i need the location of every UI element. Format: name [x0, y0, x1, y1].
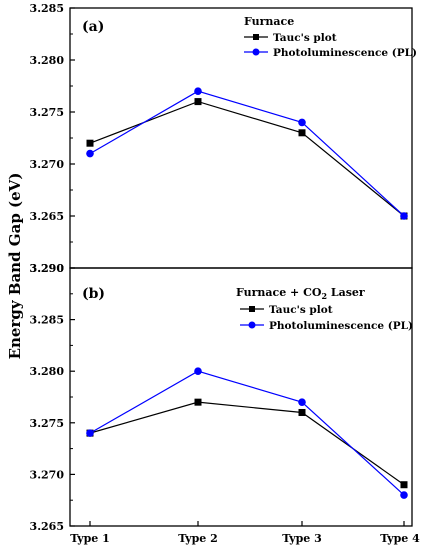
- panel-b-pl-point: [194, 367, 202, 376]
- panel-b-tauc-point: [194, 398, 202, 406]
- panel-a-series-line-1: [89, 90, 405, 217]
- panel-a-series: [86, 87, 408, 220]
- y-axis-label: Energy Band Gap (eV): [6, 173, 24, 360]
- panel-b-y-tick-label: 3.285: [30, 314, 64, 327]
- panel-b-legend-item-tauc: Tauc's plot: [240, 304, 333, 316]
- panel-b-y-tick-label: 3.280: [30, 365, 65, 378]
- panel-a-y-ticks: 3.285 3.280 3.275 3.270 3.265 3.290: [30, 2, 75, 275]
- panel-b-y-tick-label: 3.265: [30, 520, 64, 533]
- panel-b-legend-item-pl: Photoluminescence (PL): [240, 320, 413, 332]
- panel-b-pl-point: [298, 398, 306, 406]
- panel-b-pl-point: [86, 429, 94, 437]
- panel-a-tauc-point: [194, 98, 202, 106]
- panel-a: 3.285 3.280 3.275 3.270 3.265 3.290 (a) Furna…: [30, 2, 417, 275]
- panel-a-tauc-point: [86, 139, 94, 147]
- panel-a-y-tick-label: 3.290: [30, 262, 65, 275]
- panel-b-legend: Furnace + CO2 Laser Tauc's plot Photolum…: [236, 286, 413, 332]
- panel-a-legend-item-tauc: Tauc's plot: [244, 32, 337, 44]
- panel-b-x-tick-label: Type 3: [282, 532, 322, 545]
- panel-b-tauc-point: [298, 408, 306, 416]
- panel-b-series-line-1: [89, 370, 405, 496]
- panel-b-legend-label-pl: Photoluminescence (PL): [269, 320, 413, 332]
- panel-a-pl-point: [194, 87, 202, 95]
- panel-b-y-tick-label: 3.275: [30, 417, 64, 430]
- panel-a-pl-point: [298, 118, 306, 127]
- panel-b-tauc-point: [400, 481, 408, 489]
- panel-b-label: (b): [82, 286, 105, 302]
- panel-b-x-tick-label: Type 2: [178, 532, 218, 545]
- panel-b-y-ticks: 3.290 3.285 3.280 3.275 3.270 3.265: [30, 262, 75, 533]
- panel-b-x-ticks: Type 1 Type 2 Type 3 Type 4: [70, 521, 420, 545]
- panel-b-y-tick-label: 3.290: [30, 262, 65, 275]
- panel-b-series-line-0: [89, 401, 405, 486]
- panel-a-legend: Furnace Tauc's plot Photoluminescence (P…: [244, 15, 417, 59]
- panel-a-label: (a): [82, 19, 104, 35]
- panel-b-pl-point: [400, 491, 408, 499]
- panel-a-legend-item-pl: Photoluminescence (PL): [244, 47, 417, 59]
- panel-a-legend-label-tauc: Tauc's plot: [273, 32, 337, 44]
- panel-a-y-tick-label: 3.275: [30, 106, 64, 119]
- panel-a-pl-point: [400, 212, 408, 220]
- panel-a-legend-label-pl: Photoluminescence (PL): [273, 47, 417, 59]
- panel-b-x-tick-label: Type 1: [70, 532, 110, 545]
- panel-a-legend-title: Furnace: [244, 15, 294, 28]
- panel-a-series-line-0: [89, 100, 405, 217]
- panel-b-x-tick-label: Type 4: [380, 532, 420, 545]
- panel-a-pl-point: [86, 149, 94, 158]
- panel-a-y-tick-label: 3.270: [30, 158, 65, 171]
- panel-a-y-tick-label: 3.285: [30, 2, 64, 15]
- panel-b-legend-title: Furnace + CO2 Laser: [236, 286, 365, 301]
- panel-a-y-tick-label: 3.280: [30, 54, 65, 67]
- panel-b-frame: [69, 267, 413, 527]
- panel-b-y-tick-label: 3.270: [30, 468, 65, 481]
- panel-a-tauc-point: [298, 129, 306, 137]
- panel-b-series: [86, 367, 408, 499]
- panel-b-legend-label-tauc: Tauc's plot: [269, 304, 333, 316]
- panel-a-y-tick-label: 3.265: [30, 210, 64, 223]
